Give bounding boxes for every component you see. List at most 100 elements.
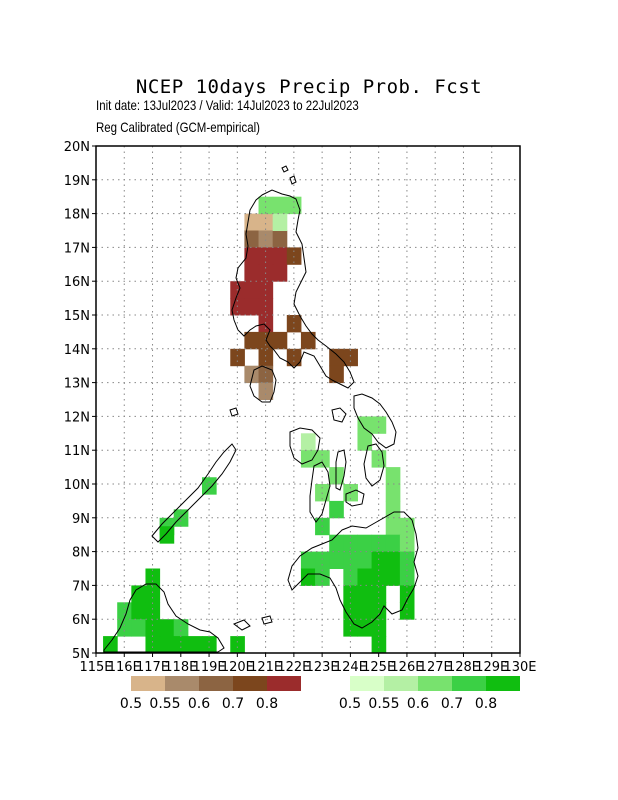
dry-probability-cell bbox=[258, 230, 274, 248]
legend-swatch bbox=[199, 676, 233, 691]
wet-probability-cell bbox=[315, 551, 330, 569]
dry-probability-cell bbox=[230, 348, 245, 367]
wet-probability-cell bbox=[343, 619, 358, 637]
dry-probability-cell bbox=[329, 365, 344, 384]
longitude-label: 125E bbox=[362, 660, 395, 675]
wet-probability-cell bbox=[399, 602, 415, 620]
latitude-label: 14N bbox=[64, 343, 90, 358]
longitude-label: 117E bbox=[136, 660, 169, 675]
dry-probability-cell bbox=[272, 264, 288, 282]
latitude-label: 5N bbox=[72, 647, 90, 662]
wet-probability-cell bbox=[315, 450, 330, 468]
legend-swatch bbox=[350, 676, 384, 691]
coastline-panay bbox=[289, 427, 321, 465]
wet-probability-cell bbox=[385, 534, 401, 553]
wet-probability-cell bbox=[329, 534, 344, 553]
dry-probability-cell bbox=[244, 298, 260, 316]
dry-probability-cell bbox=[258, 348, 274, 367]
wet-probability-cell bbox=[371, 568, 387, 586]
wet-probability-cell bbox=[329, 467, 344, 485]
latitude-label: 18N bbox=[64, 208, 90, 223]
wet-probability-cell bbox=[329, 500, 344, 519]
wet-probability-cell bbox=[385, 517, 401, 536]
longitude-labels: 115E116E117E118E119E120E121E122E123E124E… bbox=[79, 653, 537, 675]
coastline-sulu2 bbox=[261, 615, 273, 625]
longitude-label: 128E bbox=[447, 660, 480, 675]
longitude-label: 115E bbox=[79, 660, 112, 675]
longitude-label: 123E bbox=[306, 660, 339, 675]
legend-swatch bbox=[165, 676, 199, 691]
wet-probability-cell bbox=[385, 500, 401, 519]
wet-probability-cell bbox=[145, 636, 161, 654]
wet-probability-cell bbox=[357, 568, 373, 586]
longitude-label: 118E bbox=[164, 660, 197, 675]
latitude-label: 8N bbox=[72, 546, 90, 561]
latitude-label: 19N bbox=[64, 174, 90, 189]
dry-probability-cell bbox=[258, 213, 274, 231]
map-frame bbox=[95, 145, 521, 654]
wet-probability-cell bbox=[357, 619, 373, 637]
wet-probability-cell bbox=[258, 196, 274, 215]
wet-probability-cell bbox=[343, 551, 358, 569]
coastline-bohol bbox=[345, 489, 365, 507]
coastline-luzon bbox=[231, 189, 355, 389]
legend-label: 0.5 bbox=[339, 696, 361, 712]
wet-probability-cell bbox=[103, 636, 118, 654]
wet-probability-cell bbox=[159, 526, 175, 544]
coastline-leyte bbox=[363, 443, 385, 487]
latitude-label: 7N bbox=[72, 579, 90, 594]
legend-swatch bbox=[486, 676, 520, 691]
wet-probability-cell bbox=[399, 568, 415, 586]
wet-probability-cell bbox=[315, 568, 330, 586]
wet-probability-cell bbox=[131, 602, 146, 620]
legend-swatch bbox=[452, 676, 486, 691]
legend-label: 0.7 bbox=[441, 696, 463, 712]
dry-probability-cell bbox=[286, 348, 302, 367]
latitude-label: 15N bbox=[64, 309, 90, 324]
wet-probability-cell bbox=[159, 619, 175, 637]
latitude-label: 11N bbox=[64, 444, 90, 459]
wet-probability-cell bbox=[272, 213, 288, 231]
wet-probability-cell bbox=[131, 585, 146, 603]
wet-probability-cell bbox=[145, 568, 161, 586]
dry-probability-cell bbox=[286, 315, 302, 333]
legend-label: 0.8 bbox=[475, 696, 497, 712]
dry-probability-cell bbox=[244, 281, 260, 299]
latitude-label: 16N bbox=[64, 275, 90, 290]
coastline-borneo bbox=[103, 583, 225, 653]
wet-probability-cell bbox=[385, 568, 401, 586]
legend-swatch bbox=[418, 676, 452, 691]
legend-wet: 0.5 0.55 0.6 0.7 0.8 bbox=[339, 676, 520, 712]
wet-probability-cell bbox=[385, 551, 401, 569]
latitude-label: 12N bbox=[64, 410, 90, 425]
dry-probability-cell bbox=[244, 213, 260, 231]
longitude-label: 116E bbox=[108, 660, 141, 675]
wet-probability-cell bbox=[343, 585, 358, 603]
probability-cells bbox=[103, 196, 415, 654]
latitude-label: 20N bbox=[64, 140, 90, 155]
grid-lines bbox=[96, 146, 520, 653]
wet-probability-cell bbox=[159, 636, 175, 654]
dry-probability-cell bbox=[258, 382, 274, 400]
wet-probability-cell bbox=[173, 636, 189, 654]
coastline bbox=[103, 165, 419, 653]
wet-probability-cell bbox=[371, 636, 387, 654]
map-title: NCEP 10days Precip Prob. Fcst bbox=[135, 76, 483, 98]
wet-probability-cell bbox=[145, 602, 161, 620]
map-subtitle-dates: Init date: 13Jul2023 / Valid: 14Jul2023 … bbox=[96, 97, 359, 113]
wet-probability-cell bbox=[357, 416, 373, 434]
wet-probability-cell bbox=[357, 433, 373, 451]
legend-dry: 0.5 0.55 0.6 0.7 0.8 bbox=[120, 676, 301, 712]
coastline-batanes bbox=[289, 175, 297, 185]
wet-probability-cell bbox=[343, 568, 358, 586]
wet-probability-cell bbox=[300, 450, 316, 468]
wet-probability-cell bbox=[187, 636, 203, 654]
wet-probability-cell bbox=[300, 568, 316, 586]
latitude-label: 13N bbox=[64, 377, 90, 392]
dry-probability-cell bbox=[329, 348, 344, 367]
legend-swatch bbox=[384, 676, 418, 691]
coastline-babuyan bbox=[281, 165, 289, 173]
longitude-label: 124E bbox=[334, 660, 367, 675]
wet-probability-cell bbox=[272, 196, 288, 215]
legend-label: 0.6 bbox=[407, 696, 429, 712]
